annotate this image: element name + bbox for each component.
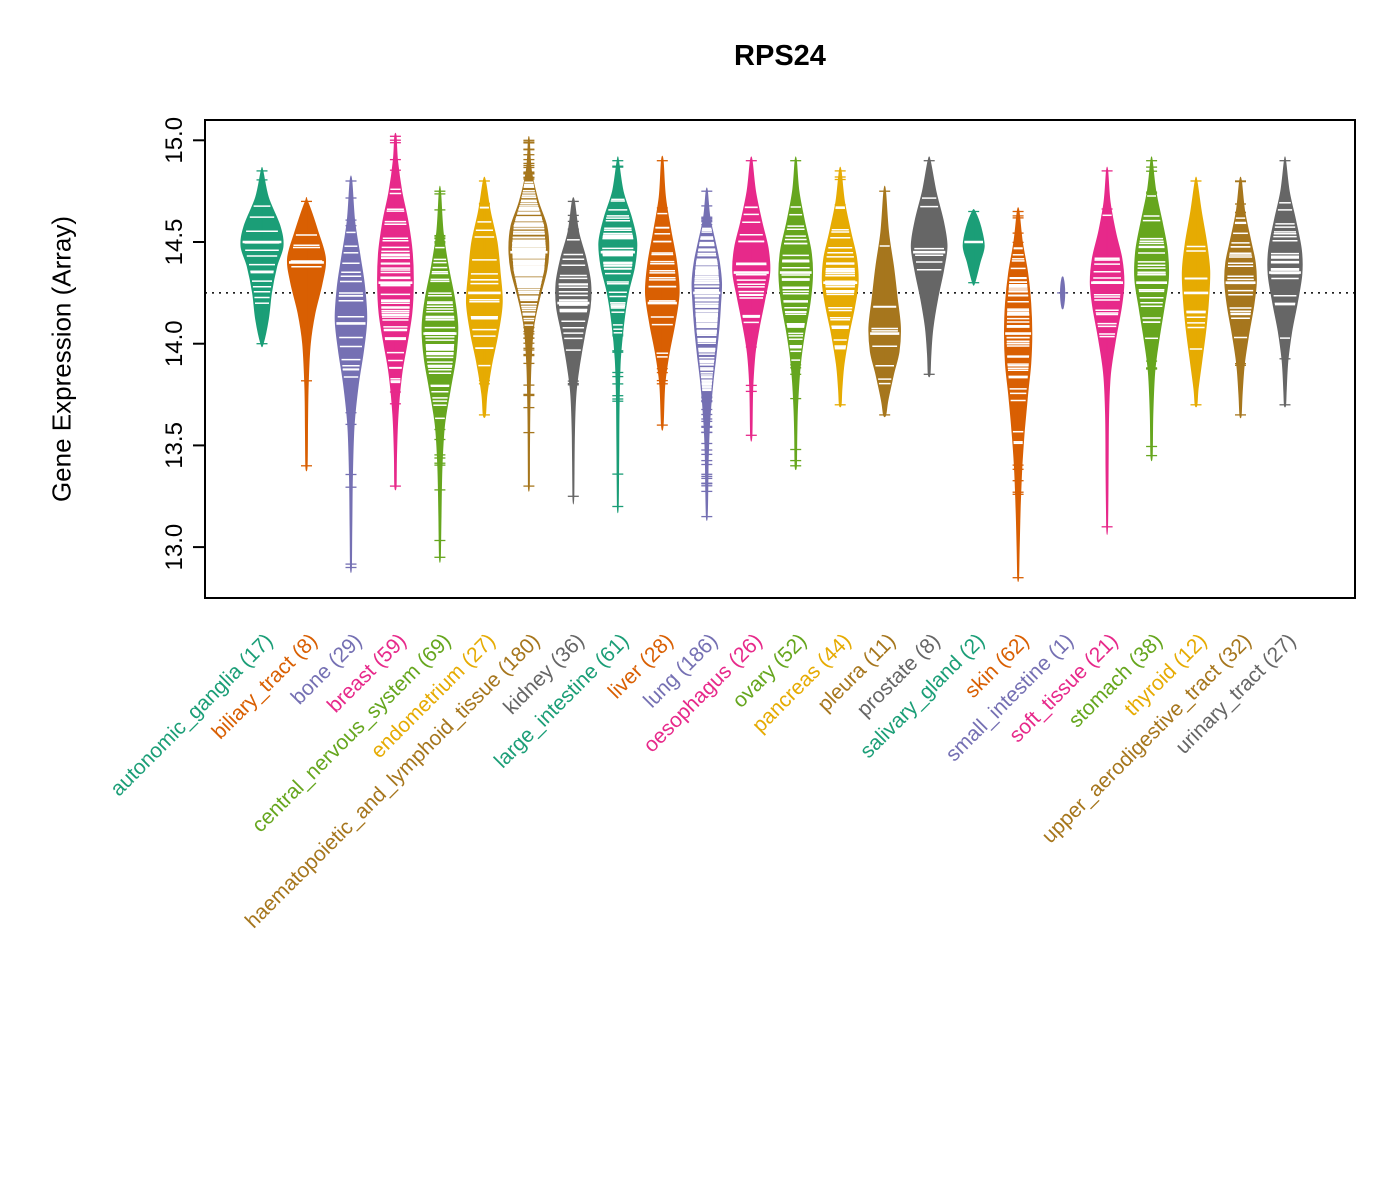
violin-pancreas — [821, 166, 859, 408]
violin-salivary_gland — [962, 208, 985, 286]
violin-ovary — [778, 156, 814, 471]
violin-bone — [334, 175, 368, 574]
violin-liver — [644, 155, 680, 431]
violin-large_intestine — [598, 156, 638, 514]
violin-soft_tissue — [1089, 166, 1125, 535]
violin-small_intestine — [1057, 276, 1069, 310]
violin-endometrium — [465, 176, 503, 418]
chart-title: RPS24 — [734, 40, 826, 72]
violin-thyroid — [1181, 176, 1211, 408]
violin-upper_aerodigestive_tract — [1224, 176, 1257, 419]
violin-central_nervous_system — [421, 185, 459, 563]
violin-skin — [1003, 207, 1033, 582]
violin-kidney — [555, 197, 592, 505]
violin-stomach — [1134, 156, 1170, 462]
violin-breast — [377, 132, 414, 491]
violin-autonomic_ganglia — [240, 167, 284, 348]
y-tick-label: 14.5 — [161, 219, 188, 266]
y-tick-label: 15.0 — [161, 117, 188, 164]
violin-urinary_tract — [1267, 156, 1303, 408]
violin-lung — [691, 187, 723, 521]
violin-prostate — [910, 156, 948, 378]
violin-biliary_tract — [286, 197, 327, 472]
violin-pleura — [868, 185, 901, 418]
plot-box — [204, 119, 1356, 599]
violin-haematopoietic_and_lymphoid_tissue — [508, 136, 550, 492]
y-tick-label: 14.0 — [161, 320, 188, 367]
violin-oesophagus — [732, 156, 771, 442]
y-tick-label: 13.5 — [161, 422, 188, 469]
y-tick-label: 13.0 — [161, 524, 188, 571]
y-axis-label: Gene Expression (Array) — [46, 215, 77, 503]
